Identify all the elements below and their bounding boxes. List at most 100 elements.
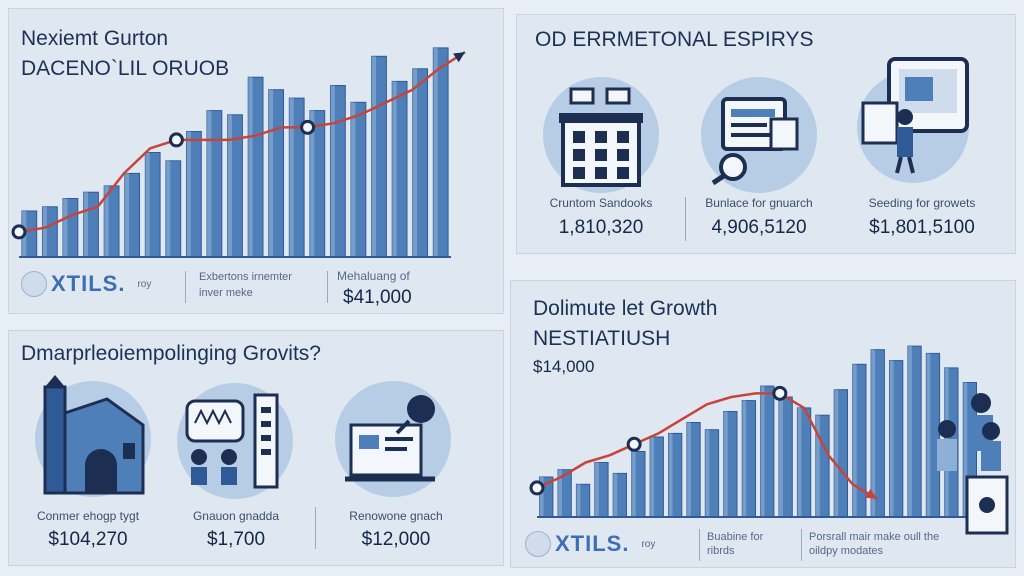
trend-arrow [453, 52, 465, 63]
mid-label-1: Exbertons irnemter [199, 271, 292, 283]
chart-bar-highlight [723, 411, 728, 517]
chart-bar-highlight [207, 110, 212, 257]
card-label: Seeding for growets [868, 196, 976, 210]
magnifier-desk-icon [335, 381, 451, 497]
logo-icon [21, 271, 47, 297]
chart-bar-highlight [392, 81, 397, 258]
chart-bar-highlight [815, 415, 820, 517]
panel-title: Dolimute let Growth [533, 297, 718, 320]
logo-note: roy [641, 538, 656, 550]
chart-bar-highlight [705, 429, 710, 517]
mid-label-1: Buabine for [707, 531, 764, 543]
expenses-panel: OD ERRMETONAL ESPIRYS Cruntom Sandooks 1… [516, 14, 1016, 254]
chart-bar-highlight [650, 437, 655, 517]
panel-subtitle: NESTIATIUSH [533, 327, 671, 350]
divider [327, 271, 328, 303]
trend-marker [11, 224, 27, 240]
chart-bar-highlight [248, 77, 253, 257]
card-label: Conmer ehogp tygt [36, 509, 140, 523]
bar-chart [11, 47, 466, 258]
chart-bar-highlight [351, 102, 356, 257]
chart-bar-highlight [558, 469, 562, 517]
card-label: Cruntom Sandooks [549, 196, 653, 210]
logo-icon [525, 531, 551, 557]
chart-bar-highlight [760, 386, 765, 517]
chart-bar-highlight [165, 160, 171, 257]
trend-marker [772, 385, 788, 401]
chart-bar-highlight [963, 382, 968, 517]
trend-marker [168, 132, 184, 148]
panel-subtitle: DACENO`LIL ORUOB [21, 57, 230, 80]
chart-bar-highlight [742, 400, 747, 517]
chart-bar-highlight [63, 198, 68, 257]
chart-bar-highlight [268, 89, 274, 257]
trend-arrow [865, 488, 877, 499]
chart-bar-highlight [186, 131, 191, 257]
stat-label: Mehaluang of [337, 269, 410, 283]
card-label: Bunlace for gnuarch [705, 196, 813, 210]
chart-bar-highlight [889, 360, 894, 517]
chart-bar-highlight [852, 364, 857, 517]
chart-bar-highlight [371, 56, 376, 257]
card-value: $104,270 [48, 529, 128, 550]
stat-value: $41,000 [343, 287, 412, 308]
card-value: $1,801,5100 [869, 217, 975, 238]
card-label: Renowone gnach [349, 509, 443, 523]
chart-bar-highlight [668, 433, 673, 517]
logo-text: XTILS. [51, 271, 126, 296]
chart-bar-highlight [834, 389, 839, 517]
chart-bar-highlight [412, 68, 418, 257]
logo-text: XTILS. [555, 531, 630, 556]
document-screen-icon [701, 77, 817, 193]
chart-bar-highlight [104, 185, 109, 257]
chart-bar-highlight [83, 192, 88, 257]
chart-bar-highlight [926, 353, 931, 517]
building-icon [543, 77, 659, 193]
chart-bar-highlight [289, 98, 294, 257]
chart-bar-highlight [779, 397, 783, 517]
panel-title: OD ERRMETONAL ESPIRYS [535, 28, 814, 51]
growth-question-panel: Dmarprleoiempolinging Grovits? Conmer eh… [8, 330, 504, 566]
mid-label-2: inver meke [199, 287, 253, 299]
logo-note: roy [137, 278, 152, 290]
card-value: 1,810,320 [558, 217, 644, 238]
decline-growth-panel: Dolimute let Growth NESTIATIUSH $14,000 … [510, 280, 1016, 568]
people-tower-icon [177, 383, 293, 499]
chart-bar-highlight [309, 110, 315, 257]
trend-line [536, 392, 878, 500]
card-value: $1,700 [206, 529, 266, 550]
chart-bar-highlight [613, 473, 618, 517]
trend-marker [300, 119, 316, 135]
trend-line [18, 51, 466, 234]
bar-chart [529, 345, 979, 518]
trend-marker [626, 436, 642, 452]
logo-row: XTILS. roy [21, 271, 151, 297]
chart-bar-highlight [145, 152, 150, 257]
card-value: $12,000 [361, 529, 431, 550]
mid-label-2: ribrds [707, 545, 735, 557]
divider [315, 507, 316, 549]
chart-bar-highlight [539, 477, 544, 517]
panel-title: Nexiemt Gurton [21, 27, 169, 50]
team-icon [937, 393, 1009, 535]
chart-bar-highlight [227, 114, 232, 257]
chart-bar-highlight [797, 407, 802, 517]
presenter-screen-icon [857, 57, 969, 183]
church-icon [35, 375, 151, 497]
chart-bar-highlight [594, 462, 599, 517]
logo-row: XTILS. roy [525, 531, 655, 557]
growth-chart-panel: Nexiemt Gurton DACENO`LIL ORUOB XTILS. r… [8, 8, 504, 314]
chart-bar-highlight [330, 85, 335, 257]
chart-bar-highlight [576, 484, 581, 517]
card-label: Gnauon gnadda [192, 509, 280, 523]
trend-marker [529, 480, 545, 496]
divider [801, 529, 802, 561]
chart-bar-highlight [124, 173, 130, 257]
panel-value: $14,000 [533, 357, 595, 376]
divider [685, 197, 686, 241]
card-value: 4,906,5120 [711, 217, 807, 238]
right-label-2: oildpy modates [809, 545, 883, 557]
chart-bar-highlight [871, 349, 876, 517]
chart-bar-highlight [631, 451, 636, 517]
right-label-1: Porsrall mair make oull the [809, 531, 940, 543]
